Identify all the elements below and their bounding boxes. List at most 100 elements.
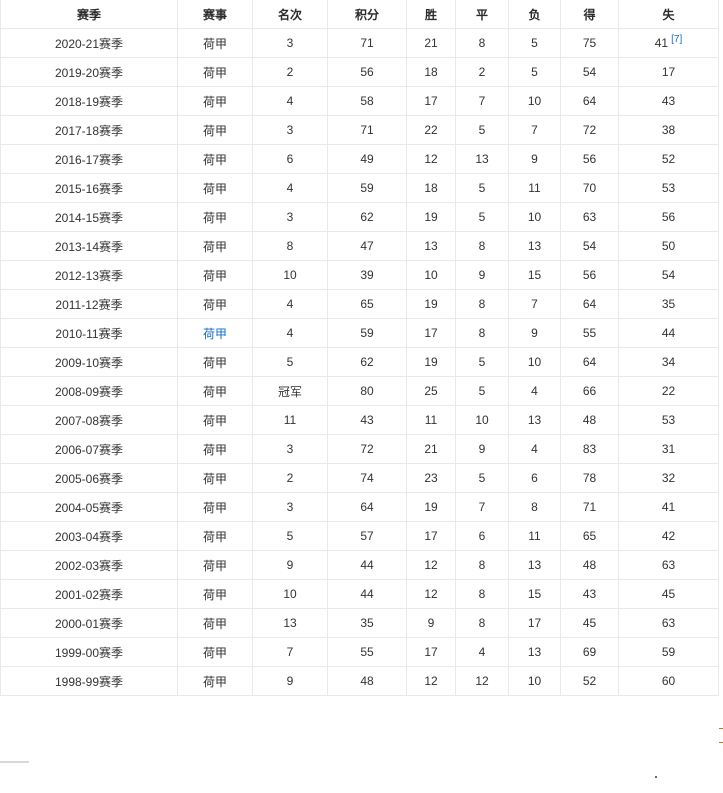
cell-rank: 5 (252, 521, 328, 551)
cell-rank: 3 (252, 202, 328, 232)
cell-draws: 5 (455, 463, 509, 493)
cell-goals_against: 41 (618, 492, 719, 522)
cell-competition: 荷甲 (177, 463, 253, 493)
cell-wins: 19 (406, 202, 456, 232)
cell-goals_against: 44 (618, 318, 719, 348)
cell-draws: 8 (455, 289, 509, 319)
cell-season: 2002-03赛季 (0, 550, 178, 580)
cell-draws: 8 (455, 550, 509, 580)
cell-rank: 4 (252, 318, 328, 348)
cell-season: 2020-21赛季 (0, 28, 178, 58)
cell-losses: 5 (508, 28, 561, 58)
cell-goals_for: 55 (560, 318, 619, 348)
table-row: 2014-15赛季 荷甲 3 62 19 5 10 63 56 (0, 202, 719, 232)
cell-goals_against: 50 (618, 231, 719, 261)
cell-draws: 10 (455, 405, 509, 435)
cell-goals_against: 22 (618, 376, 719, 406)
cell-rank: 6 (252, 144, 328, 174)
cell-rank: 8 (252, 231, 328, 261)
cell-rank: 4 (252, 86, 328, 116)
table-row: 2002-03赛季 荷甲 9 44 12 8 13 48 63 (0, 550, 719, 580)
cell-wins: 13 (406, 231, 456, 261)
cell-points: 74 (327, 463, 407, 493)
cell-points: 80 (327, 376, 407, 406)
cell-rank: 10 (252, 579, 328, 609)
cell-rank: 5 (252, 347, 328, 377)
cell-competition: 荷甲 (177, 86, 253, 116)
cell-losses: 9 (508, 318, 561, 348)
cell-goals_for: 78 (560, 463, 619, 493)
table-row: 2006-07赛季 荷甲 3 72 21 9 4 83 31 (0, 434, 719, 464)
column-header-goals-for: 得 (560, 0, 619, 29)
cell-competition: 荷甲 (177, 492, 253, 522)
cell-season: 2014-15赛季 (0, 202, 178, 232)
cell-season: 2000-01赛季 (0, 608, 178, 638)
cell-points: 62 (327, 347, 407, 377)
cell-goals_against: 42 (618, 521, 719, 551)
cell-wins: 17 (406, 318, 456, 348)
cell-goals_for: 70 (560, 173, 619, 203)
cell-rank: 2 (252, 57, 328, 87)
reference-link[interactable]: [7] (671, 34, 683, 45)
cell-season: 2006-07赛季 (0, 434, 178, 464)
table-header-row: 赛季 赛事 名次 积分 胜 平 负 得 失 (0, 0, 719, 29)
season-stats-table: 赛季 赛事 名次 积分 胜 平 负 得 失 2020-21赛季 荷甲 3 71 21 8 5… (0, 0, 719, 696)
cell-points: 47 (327, 231, 407, 261)
column-header-season: 赛季 (0, 0, 178, 29)
column-header-losses: 负 (508, 0, 561, 29)
cell-goals_for: 48 (560, 550, 619, 580)
cell-goals_for: 45 (560, 608, 619, 638)
column-header-draws: 平 (455, 0, 509, 29)
cell-competition: 荷甲 (177, 376, 253, 406)
cell-losses: 5 (508, 57, 561, 87)
cell-draws: 4 (455, 637, 509, 667)
cell-competition: 荷甲 (177, 57, 253, 87)
cell-losses: 10 (508, 202, 561, 232)
table-body: 2020-21赛季 荷甲 3 71 21 8 5 75 41 [7] 2019-20赛季 荷甲 2 56 1… (0, 28, 719, 696)
cell-points: 59 (327, 318, 407, 348)
cell-losses: 11 (508, 173, 561, 203)
cell-competition: 荷甲 (177, 405, 253, 435)
table-row: 2016-17赛季 荷甲 6 49 12 13 9 56 52 (0, 144, 719, 174)
cell-points: 35 (327, 608, 407, 638)
table-row: 2000-01赛季 荷甲 13 35 9 8 17 45 63 (0, 608, 719, 638)
cell-points: 59 (327, 173, 407, 203)
cell-competition: 荷甲 (177, 521, 253, 551)
competition-link[interactable]: 荷甲 (202, 326, 227, 341)
cell-season: 2004-05赛季 (0, 492, 178, 522)
cell-season: 2016-17赛季 (0, 144, 178, 174)
cell-points: 43 (327, 405, 407, 435)
cell-goals_against: 56 (618, 202, 719, 232)
cell-wins: 21 (406, 28, 456, 58)
cell-losses: 17 (508, 608, 561, 638)
cell-draws: 9 (455, 434, 509, 464)
cell-wins: 17 (406, 86, 456, 116)
cell-wins: 9 (406, 608, 456, 638)
cell-rank: 13 (252, 608, 328, 638)
cell-wins: 23 (406, 463, 456, 493)
cell-goals_for: 43 (560, 579, 619, 609)
table-row: 2003-04赛季 荷甲 5 57 17 6 11 65 42 (0, 521, 719, 551)
cell-competition: 荷甲 (177, 28, 253, 58)
cell-rank: 4 (252, 289, 328, 319)
cell-points: 57 (327, 521, 407, 551)
cell-rank: 11 (252, 405, 328, 435)
cell-competition: 荷甲 (177, 318, 253, 348)
cell-goals_against: 34 (618, 347, 719, 377)
cell-season: 2012-13赛季 (0, 260, 178, 290)
cell-goals_against: 41 [7] (618, 28, 719, 58)
clipped-bracket-glyph (719, 728, 723, 743)
cell-rank: 3 (252, 434, 328, 464)
cell-rank: 3 (252, 492, 328, 522)
cell-wins: 10 (406, 260, 456, 290)
cell-wins: 12 (406, 550, 456, 580)
table-row: 1999-00赛季 荷甲 7 55 17 4 13 69 59 (0, 637, 719, 667)
table-row: 2010-11赛季 荷甲 4 59 17 8 9 55 44 (0, 318, 719, 348)
cell-goals_for: 54 (560, 57, 619, 87)
cell-goals_against: 52 (618, 144, 719, 174)
cell-losses: 15 (508, 579, 561, 609)
cell-rank: 冠军 (252, 376, 328, 406)
cell-season: 2003-04赛季 (0, 521, 178, 551)
cell-draws: 5 (455, 115, 509, 145)
cell-goals_for: 63 (560, 202, 619, 232)
